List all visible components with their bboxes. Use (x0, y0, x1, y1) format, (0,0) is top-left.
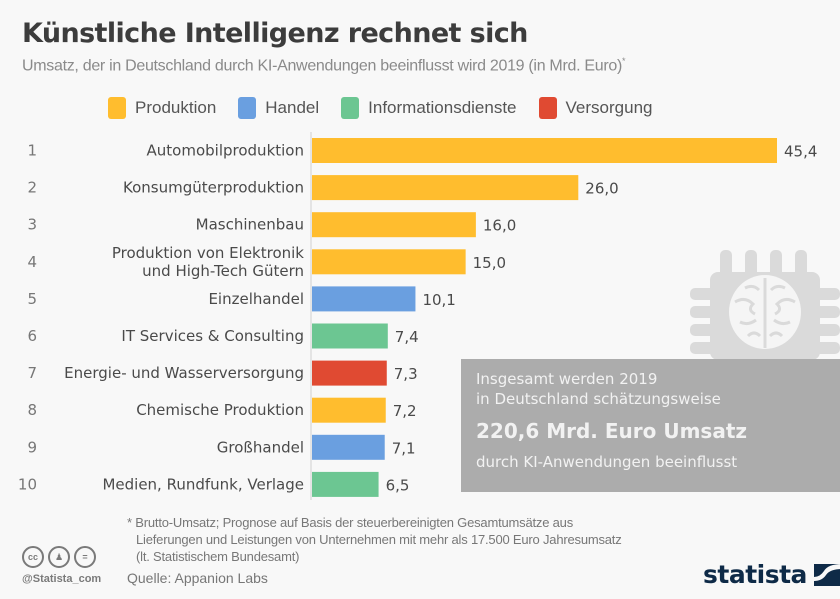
rank-label: 3 (27, 216, 37, 234)
no-derivatives-icon: = (74, 546, 96, 568)
value-label: 7,1 (392, 439, 416, 457)
legend-label: Produktion (135, 98, 217, 117)
rank-label: 1 (27, 142, 37, 160)
legend-swatch (108, 97, 126, 119)
statista-handle[interactable]: @Statista_com (22, 573, 102, 585)
summary-line-2: in Deutschland schätzungsweise (476, 390, 721, 408)
category-label: Energie- und Wasserversorgung (64, 364, 304, 382)
value-label: 7,4 (395, 328, 419, 346)
chart-subtitle: Umsatz, der in Deutschland durch KI-Anwe… (22, 56, 626, 75)
rank-label: 4 (27, 253, 37, 271)
rank-label: 8 (27, 401, 37, 419)
summary-line-1: Insgesamt werden 2019 (476, 370, 658, 388)
category-label: Großhandel (217, 438, 304, 456)
category-label: Automobilproduktion (147, 142, 304, 160)
rank-label: 10 (18, 475, 37, 493)
category-label: IT Services & Consulting (121, 327, 304, 345)
category-label: Medien, Rundfunk, Verlage (102, 475, 304, 493)
category-label: Chemische Produktion (136, 401, 304, 419)
value-label: 15,0 (473, 254, 506, 272)
rank-label: 2 (27, 179, 37, 197)
value-label: 10,1 (422, 291, 455, 309)
source-text: Quelle: Appanion Labs (127, 570, 268, 586)
subtitle-footnote-mark: * (622, 56, 626, 66)
legend-item-produktion: Produktion (108, 97, 216, 119)
legend-item-versorgung: Versorgung (538, 97, 653, 119)
category-label: Produktion von Elektronik (112, 244, 304, 262)
bar (312, 397, 386, 423)
statista-wordmark: statista (703, 560, 807, 589)
footnote-line: Lieferungen und Leistungen von Unternehm… (136, 532, 622, 547)
bar (312, 175, 579, 201)
value-label: 26,0 (585, 180, 618, 198)
chip-brain-icon (690, 250, 840, 360)
category-label: Konsumgüterproduktion (123, 179, 304, 197)
legend: Produktion Handel Informationsdienste Ve… (108, 97, 652, 119)
footnote-line: (lt. Statistischem Bundesamt) (136, 549, 300, 564)
rank-label: 9 (27, 438, 37, 456)
bar (312, 471, 379, 497)
legend-swatch (238, 97, 257, 119)
footnote-line: * Brutto-Umsatz; Prognose auf Basis der … (127, 515, 573, 530)
rank-label: 6 (27, 327, 37, 345)
footnote: * Brutto-Umsatz; Prognose auf Basis der … (127, 514, 622, 565)
legend-item-informationsdienste: Informationsdienste (341, 97, 517, 119)
bar (312, 138, 777, 163)
value-label: 7,3 (394, 365, 418, 383)
value-label: 7,2 (393, 402, 417, 420)
license-icons[interactable]: cc ♟ = (22, 546, 96, 568)
bar (312, 212, 476, 238)
summary-line-3: durch KI-Anwendungen beeinflusst (476, 453, 738, 471)
category-label: und High-Tech Gütern (142, 262, 304, 280)
legend-label: Informationsdienste (368, 98, 517, 117)
value-label: 45,4 (784, 143, 817, 161)
category-label: Maschinenbau (196, 216, 304, 234)
legend-item-handel: Handel (238, 97, 319, 119)
attribution-icon: ♟ (48, 546, 70, 568)
legend-swatch (341, 97, 360, 119)
bar (312, 434, 385, 460)
category-label: Einzelhandel (208, 290, 304, 308)
subtitle-text: Umsatz, der in Deutschland durch KI-Anwe… (22, 57, 623, 75)
total-summary-box: Insgesamt werden 2019 in Deutschland sch… (461, 359, 840, 492)
bar (312, 286, 416, 312)
bar (312, 323, 388, 349)
legend-label: Handel (265, 98, 320, 117)
chart-title: Künstliche Intelligenz rechnet sich (22, 18, 528, 49)
statista-logo[interactable]: statista (703, 560, 840, 589)
legend-label: Versorgung (565, 98, 653, 117)
value-label: 6,5 (386, 476, 410, 494)
summary-highlight: 220,6 Mrd. Euro Umsatz (476, 419, 748, 443)
bar (312, 360, 387, 386)
statista-logo-icon (813, 563, 840, 586)
bar (312, 249, 466, 275)
legend-swatch (538, 97, 557, 119)
rank-label: 7 (27, 364, 37, 382)
value-label: 16,0 (483, 217, 516, 235)
cc-icon: cc (22, 546, 44, 568)
rank-label: 5 (27, 290, 37, 308)
